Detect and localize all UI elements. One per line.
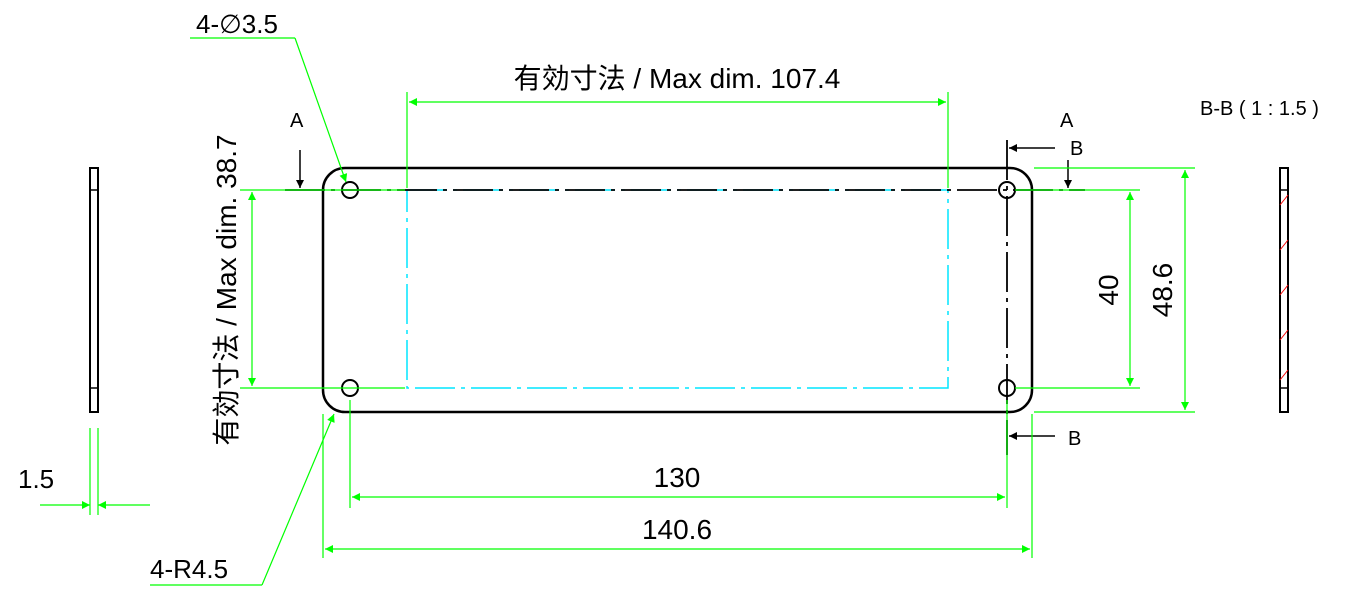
side-view-left <box>90 168 98 412</box>
max-height-label: 有効寸法 / Max dim. 38.7 <box>211 134 242 445</box>
thickness-dimension: 1.5 <box>18 428 150 515</box>
mounting-holes <box>342 182 1015 396</box>
radius-callout-label: 4-R4.5 <box>150 554 228 584</box>
radius-callout: 4-R4.5 <box>150 414 334 585</box>
dim-40-label: 40 <box>1093 274 1124 305</box>
dim-48-6-label: 48.6 <box>1147 263 1178 318</box>
dim-140-6-label: 140.6 <box>642 514 712 545</box>
dim-40: 40 <box>1015 190 1140 388</box>
thickness-label: 1.5 <box>18 464 54 494</box>
section-a-label-right: A <box>1060 110 1074 132</box>
section-title: B-B ( 1 : 1.5 ) <box>1200 98 1319 120</box>
effective-area <box>407 190 948 388</box>
section-b-label-bottom: B <box>1068 428 1081 450</box>
dim-130: 130 <box>350 400 1007 508</box>
plate-outline <box>323 168 1032 412</box>
section-a-label-left: A <box>290 110 304 132</box>
section-line-aa: A A B B <box>285 110 1085 455</box>
section-view-bb: B-B ( 1 : 1.5 ) <box>1200 98 1319 412</box>
hole-callout-label: 4-∅3.5 <box>196 9 278 39</box>
section-b-label-top: B <box>1070 138 1083 160</box>
max-height-dimension: 有効寸法 / Max dim. 38.7 <box>211 134 405 445</box>
dim-130-label: 130 <box>654 462 701 493</box>
max-width-label: 有効寸法 / Max dim. 107.4 <box>514 63 841 94</box>
